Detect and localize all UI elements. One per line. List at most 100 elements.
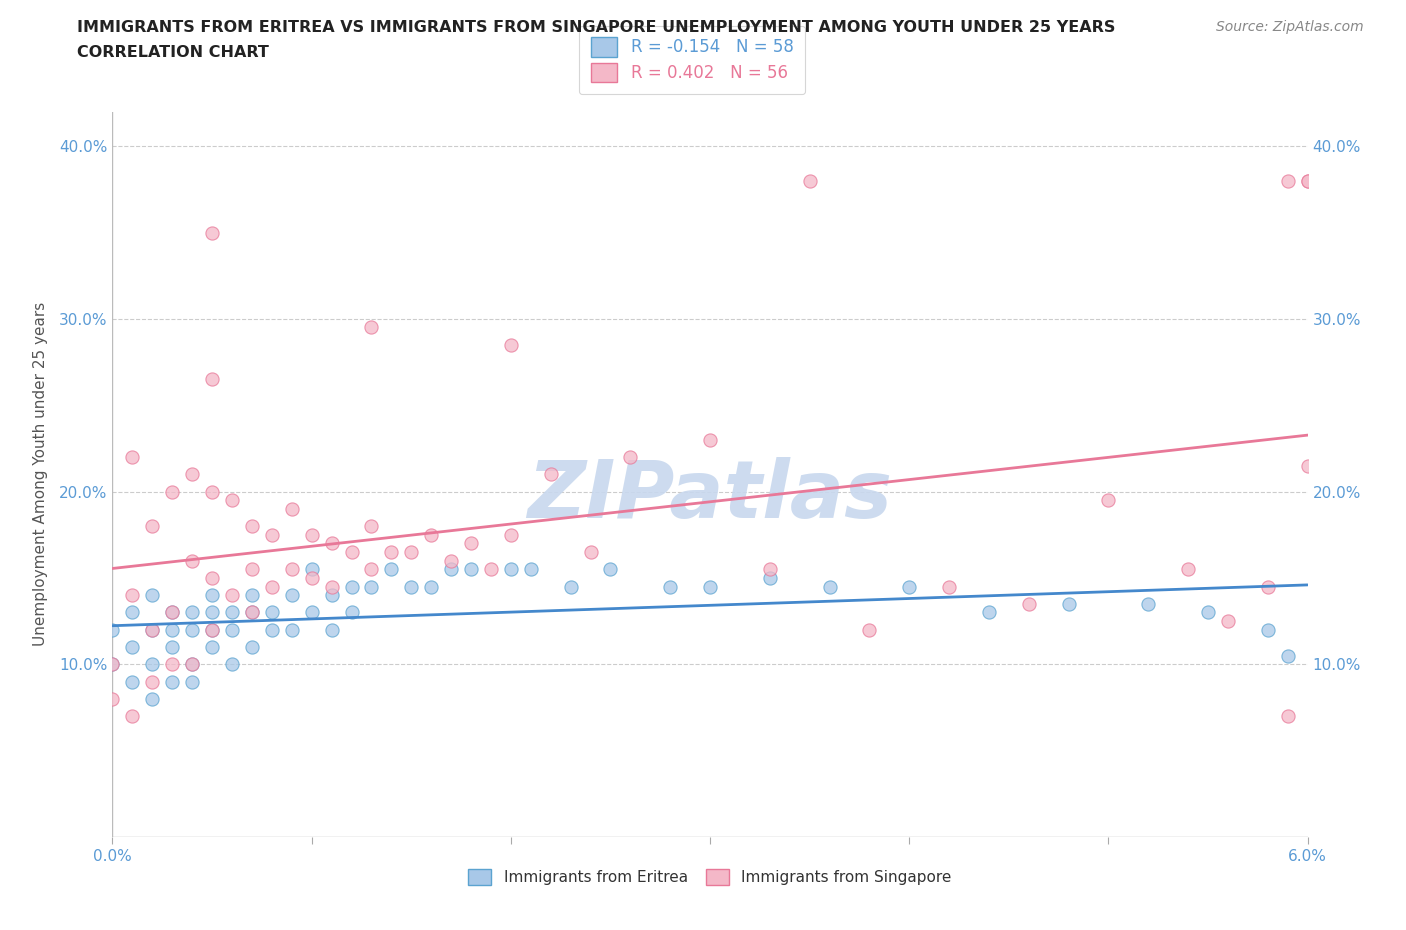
- Point: [499, 527, 522, 542]
- Point: [1296, 173, 1319, 188]
- Point: [162, 485, 183, 499]
- Point: [260, 622, 283, 637]
- Point: [141, 588, 163, 603]
- Point: [201, 622, 224, 637]
- Point: [240, 605, 263, 620]
- Point: [340, 545, 363, 560]
- Text: ZIPatlas: ZIPatlas: [527, 457, 893, 535]
- Text: CORRELATION CHART: CORRELATION CHART: [77, 45, 269, 60]
- Point: [340, 605, 363, 620]
- Point: [1197, 605, 1219, 620]
- Point: [281, 622, 304, 637]
- Point: [401, 579, 423, 594]
- Point: [141, 674, 163, 689]
- Text: IMMIGRANTS FROM ERITREA VS IMMIGRANTS FROM SINGAPORE UNEMPLOYMENT AMONG YOUTH UN: IMMIGRANTS FROM ERITREA VS IMMIGRANTS FR…: [77, 20, 1116, 35]
- Legend: Immigrants from Eritrea, Immigrants from Singapore: Immigrants from Eritrea, Immigrants from…: [463, 863, 957, 891]
- Point: [619, 449, 641, 464]
- Point: [699, 579, 721, 594]
- Point: [301, 562, 323, 577]
- Point: [977, 605, 1000, 620]
- Point: [420, 579, 443, 594]
- Point: [699, 432, 721, 447]
- Point: [340, 579, 363, 594]
- Point: [420, 527, 443, 542]
- Point: [201, 570, 224, 585]
- Point: [162, 605, 183, 620]
- Point: [162, 605, 183, 620]
- Point: [360, 579, 382, 594]
- Point: [181, 553, 204, 568]
- Point: [201, 225, 224, 240]
- Point: [201, 372, 224, 387]
- Point: [141, 622, 163, 637]
- Point: [260, 527, 283, 542]
- Point: [1277, 709, 1299, 724]
- Point: [162, 622, 183, 637]
- Point: [440, 553, 463, 568]
- Point: [499, 338, 522, 352]
- Point: [321, 588, 343, 603]
- Point: [898, 579, 921, 594]
- Point: [759, 570, 782, 585]
- Point: [201, 622, 224, 637]
- Point: [141, 691, 163, 706]
- Point: [938, 579, 960, 594]
- Point: [181, 605, 204, 620]
- Point: [201, 640, 224, 655]
- Point: [181, 467, 204, 482]
- Point: [181, 657, 204, 671]
- Point: [141, 622, 163, 637]
- Point: [401, 545, 423, 560]
- Point: [260, 579, 283, 594]
- Point: [380, 562, 402, 577]
- Point: [1277, 648, 1299, 663]
- Point: [221, 622, 243, 637]
- Point: [301, 570, 323, 585]
- Point: [1216, 614, 1239, 629]
- Point: [818, 579, 841, 594]
- Point: [1257, 622, 1279, 637]
- Point: [301, 527, 323, 542]
- Point: [101, 691, 124, 706]
- Point: [121, 449, 143, 464]
- Point: [301, 605, 323, 620]
- Point: [1296, 458, 1319, 473]
- Point: [181, 657, 204, 671]
- Point: [221, 657, 243, 671]
- Point: [281, 588, 304, 603]
- Point: [101, 622, 124, 637]
- Point: [540, 467, 562, 482]
- Point: [560, 579, 582, 594]
- Point: [1177, 562, 1199, 577]
- Point: [281, 501, 304, 516]
- Point: [360, 519, 382, 534]
- Point: [659, 579, 682, 594]
- Point: [759, 562, 782, 577]
- Point: [1018, 596, 1040, 611]
- Point: [321, 622, 343, 637]
- Point: [221, 493, 243, 508]
- Point: [281, 562, 304, 577]
- Point: [201, 605, 224, 620]
- Point: [162, 657, 183, 671]
- Point: [240, 588, 263, 603]
- Point: [499, 562, 522, 577]
- Point: [1097, 493, 1119, 508]
- Point: [360, 562, 382, 577]
- Point: [858, 622, 880, 637]
- Point: [440, 562, 463, 577]
- Point: [520, 562, 543, 577]
- Point: [162, 640, 183, 655]
- Y-axis label: Unemployment Among Youth under 25 years: Unemployment Among Youth under 25 years: [32, 302, 48, 646]
- Point: [599, 562, 621, 577]
- Point: [380, 545, 402, 560]
- Point: [141, 519, 163, 534]
- Point: [321, 536, 343, 551]
- Point: [460, 536, 482, 551]
- Point: [121, 588, 143, 603]
- Point: [201, 588, 224, 603]
- Point: [121, 674, 143, 689]
- Point: [1057, 596, 1080, 611]
- Point: [181, 674, 204, 689]
- Point: [260, 605, 283, 620]
